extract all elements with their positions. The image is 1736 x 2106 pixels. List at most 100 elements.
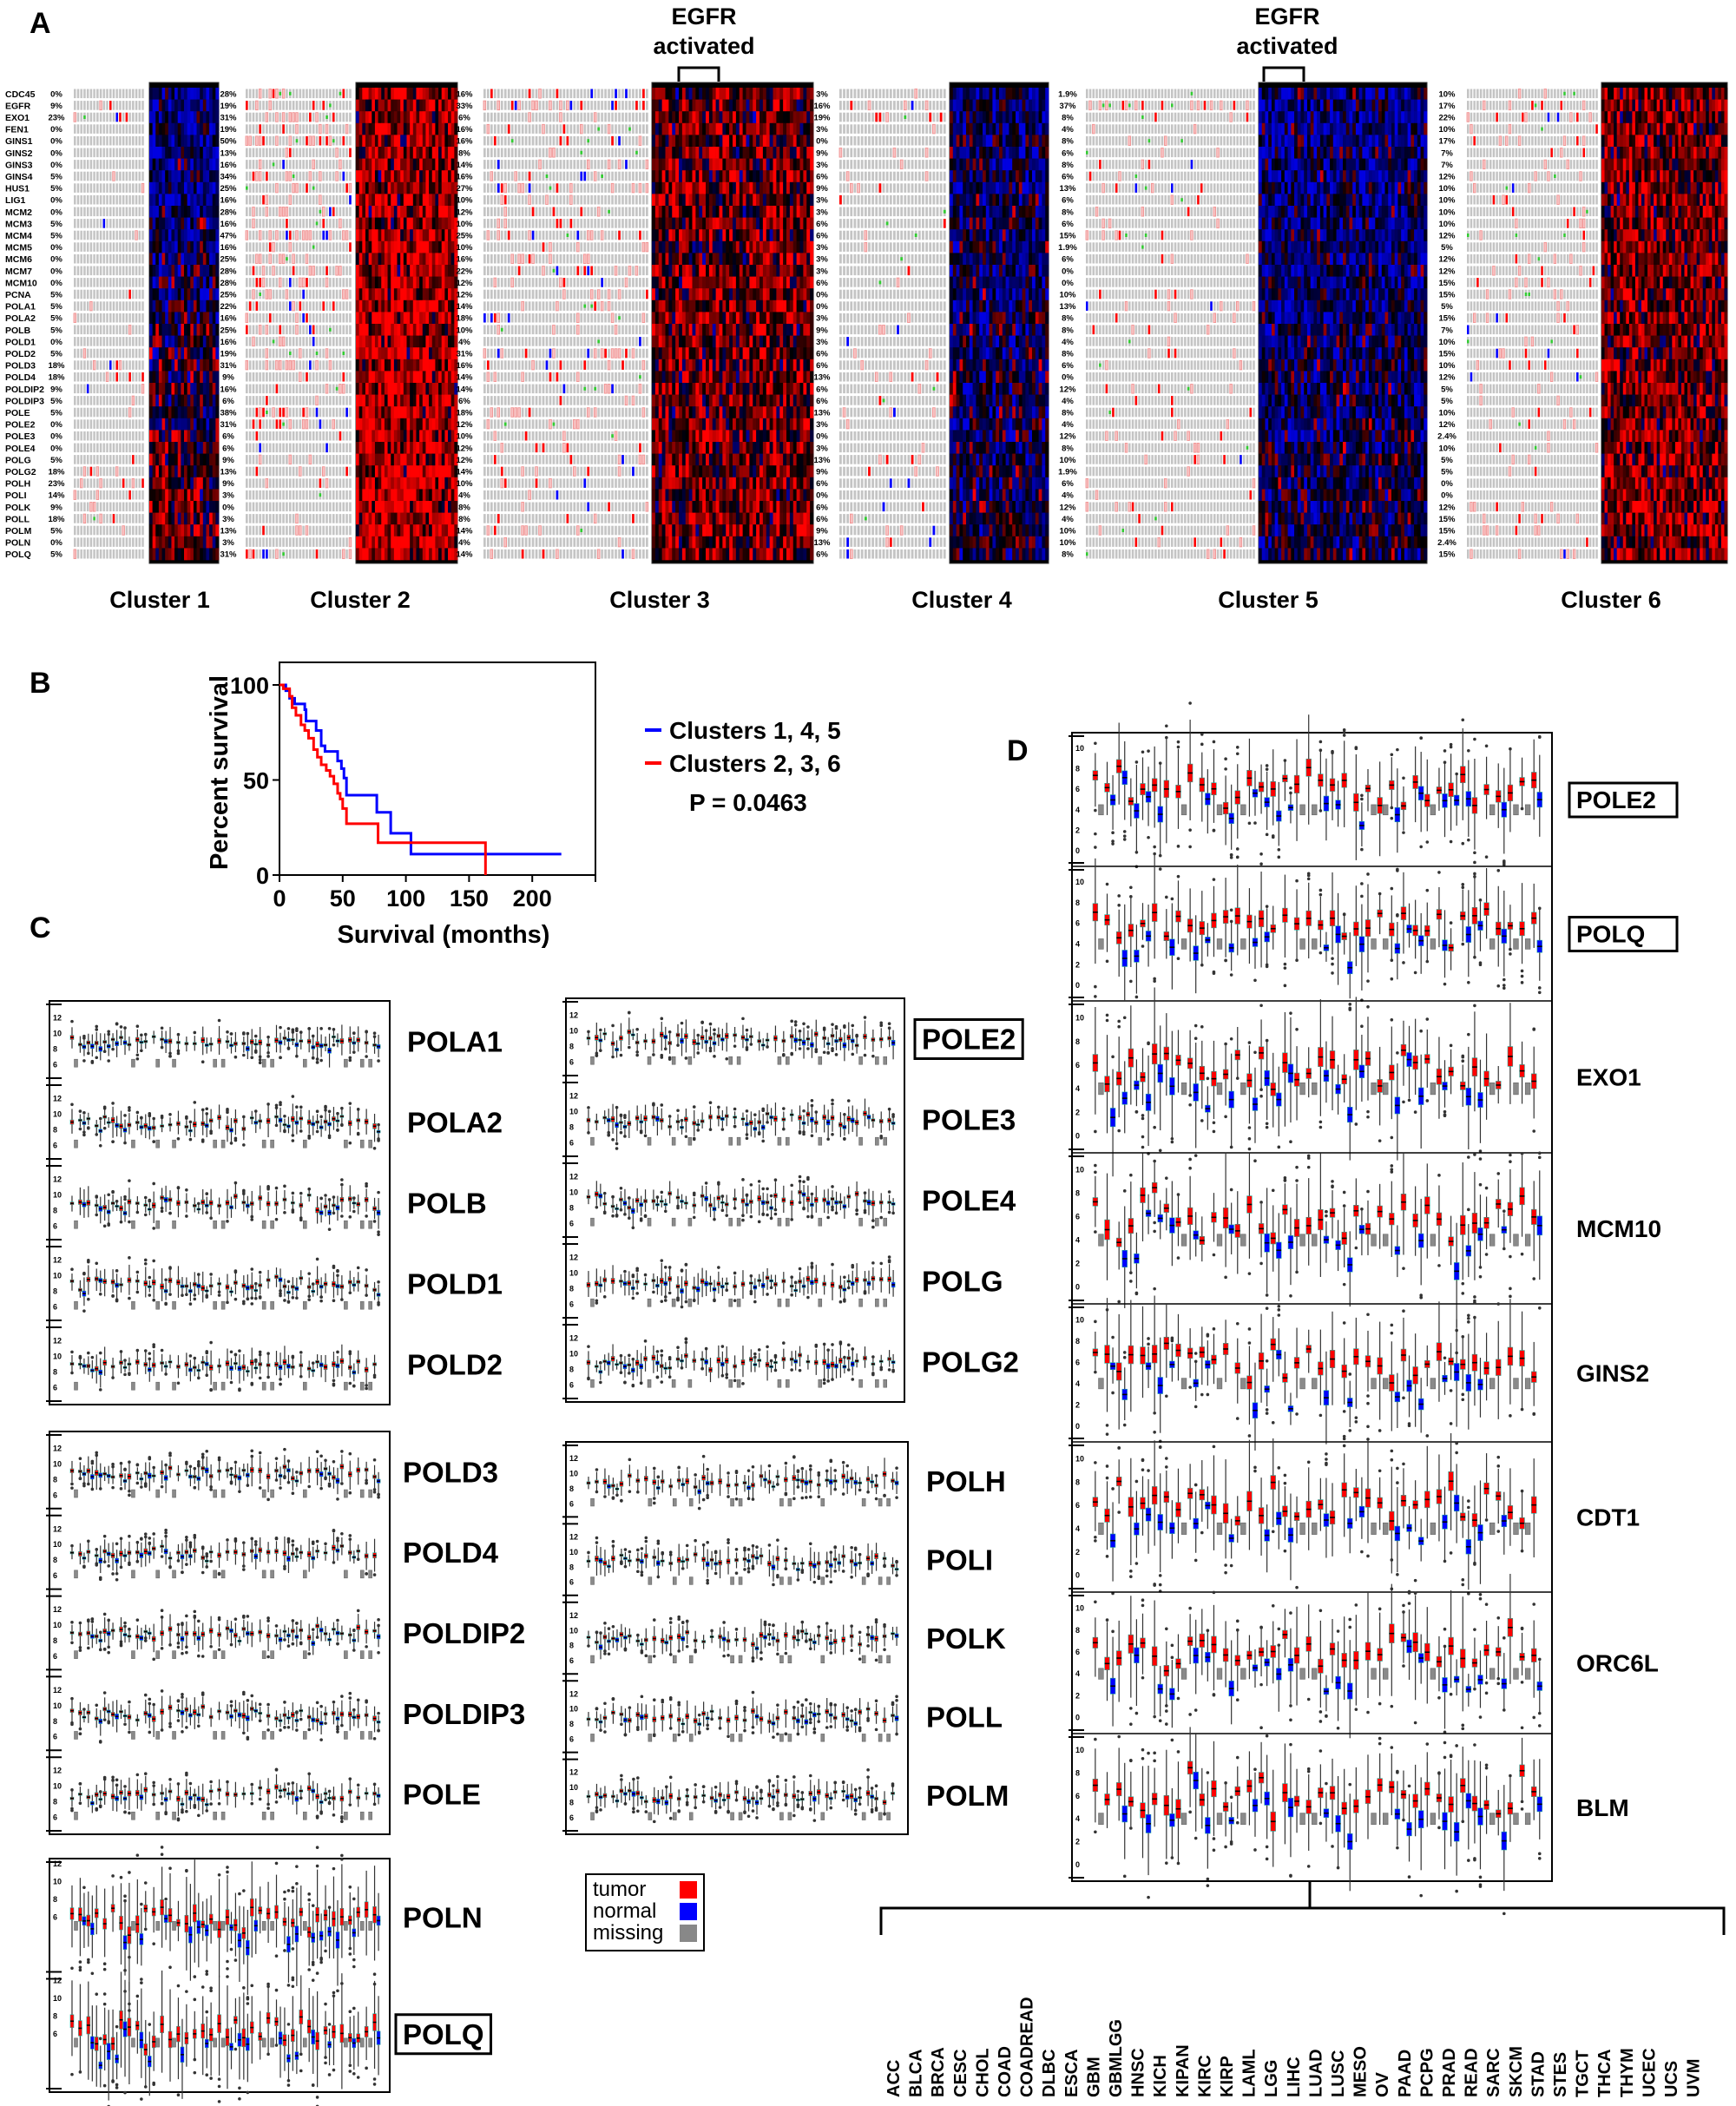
heatmap-cell [412, 335, 417, 348]
heatmap-cell [212, 453, 216, 466]
alteration-amplification [128, 325, 132, 335]
alteration-deep-amplification [559, 396, 562, 405]
heatmap-cell [746, 406, 750, 419]
alteration-deep-amplification [322, 219, 326, 228]
heatmap-cell [746, 99, 750, 112]
oncoprint-row [74, 337, 145, 346]
heatmap-cell [796, 240, 800, 253]
alteration-amplification [248, 549, 252, 559]
heatmap-cell [384, 240, 388, 253]
heatmap-cell [786, 217, 791, 230]
heatmap-cell [969, 88, 973, 100]
gene-label: POLD3 [5, 361, 36, 372]
heatmap-cell [803, 147, 807, 159]
alteration-deep-amplification [342, 89, 345, 99]
alteration-amplification [342, 384, 345, 394]
heatmap-cell [187, 347, 191, 360]
heatmap-cell [681, 430, 687, 443]
heatmap-cell [806, 170, 811, 183]
alteration-amplification [514, 171, 517, 181]
alteration-amplification [252, 218, 255, 229]
heatmap-cell [796, 170, 800, 183]
heatmap-cell [786, 158, 791, 171]
alteration-amplification [521, 182, 524, 194]
alteration-amplification [617, 536, 621, 548]
heatmap-cell [184, 181, 187, 194]
alteration-deep-amplification [279, 407, 282, 418]
heatmap-cell [652, 253, 656, 266]
heatmap-cell [403, 217, 407, 230]
heatmap-cell [675, 111, 680, 124]
heatmap-cell [799, 524, 804, 537]
heatmap-cell [190, 501, 194, 513]
alteration-deep-amplification [268, 242, 272, 252]
heatmap-cell [799, 88, 804, 100]
heatmap-cell [739, 501, 743, 513]
oncoprint-row [483, 266, 649, 276]
heatmap-cell [454, 240, 458, 253]
heatmap-cell [149, 371, 153, 384]
heatmap-cell [174, 536, 179, 549]
heatmap-cell [165, 548, 169, 561]
heatmap-cell [706, 240, 710, 253]
heatmap-cell [668, 88, 673, 100]
heatmap-cell [708, 394, 713, 407]
alteration-deletion [102, 219, 106, 228]
heatmap-cell [665, 288, 669, 301]
heatmap-cell [441, 265, 445, 277]
heatmap-cell [384, 312, 388, 325]
heatmap-cell [174, 217, 179, 230]
oncoprint-row [246, 419, 352, 429]
heatmap-cell [400, 465, 404, 478]
heatmap-cell [171, 265, 175, 277]
heatmap-cell [384, 288, 388, 301]
heatmap-cell [803, 418, 807, 431]
heatmap-cell [174, 229, 179, 242]
heatmap-cell [742, 359, 746, 372]
heatmap-cell [187, 99, 191, 112]
heatmap-cell [672, 359, 676, 372]
heatmap-cell [158, 229, 162, 242]
heatmap-cell [171, 335, 175, 348]
alteration-deep-amplification [646, 289, 648, 299]
heatmap-cell [665, 465, 669, 478]
heatmap-cell [786, 265, 791, 277]
oncoprint-row [74, 160, 145, 169]
heatmap-cell [444, 122, 449, 135]
heatmap-cell [403, 111, 407, 124]
heatmap-cell [400, 548, 404, 561]
heatmap-cell [435, 253, 439, 266]
alteration-deep-amplification [262, 407, 265, 418]
heatmap-cell [756, 335, 760, 348]
heatmap-cell [773, 324, 777, 336]
heatmap-cell [712, 312, 716, 325]
alteration-deletion [496, 183, 500, 193]
heatmap-cell [742, 147, 746, 159]
heatmap-cell [400, 324, 404, 336]
heatmap-cell [769, 312, 773, 325]
oncoprint-row [246, 431, 352, 441]
heatmap-cell [193, 383, 197, 395]
heatmap-cell [760, 147, 764, 159]
heatmap-cell [384, 371, 388, 384]
heatmap-cell [739, 335, 743, 348]
heatmap-cell [356, 465, 359, 478]
heatmap-cell [161, 501, 166, 513]
heatmap-cell [196, 158, 201, 171]
heatmap-cell [699, 276, 703, 289]
heatmap-cell [378, 111, 382, 124]
heatmap-cell [393, 524, 398, 537]
heatmap-cell [753, 418, 757, 431]
heatmap-cell [783, 299, 787, 313]
heatmap-cell [454, 181, 458, 194]
heatmap-cell [654, 347, 660, 360]
heatmap-cell [393, 536, 398, 549]
heatmap-cell [378, 122, 382, 135]
heatmap-cell [695, 217, 700, 230]
heatmap-cell [810, 265, 814, 277]
heatmap-cell [783, 465, 787, 478]
alteration-amplification [486, 372, 490, 382]
heatmap-cell [149, 99, 153, 112]
oncoprint-row [483, 89, 649, 99]
heatmap-cell [384, 477, 388, 490]
